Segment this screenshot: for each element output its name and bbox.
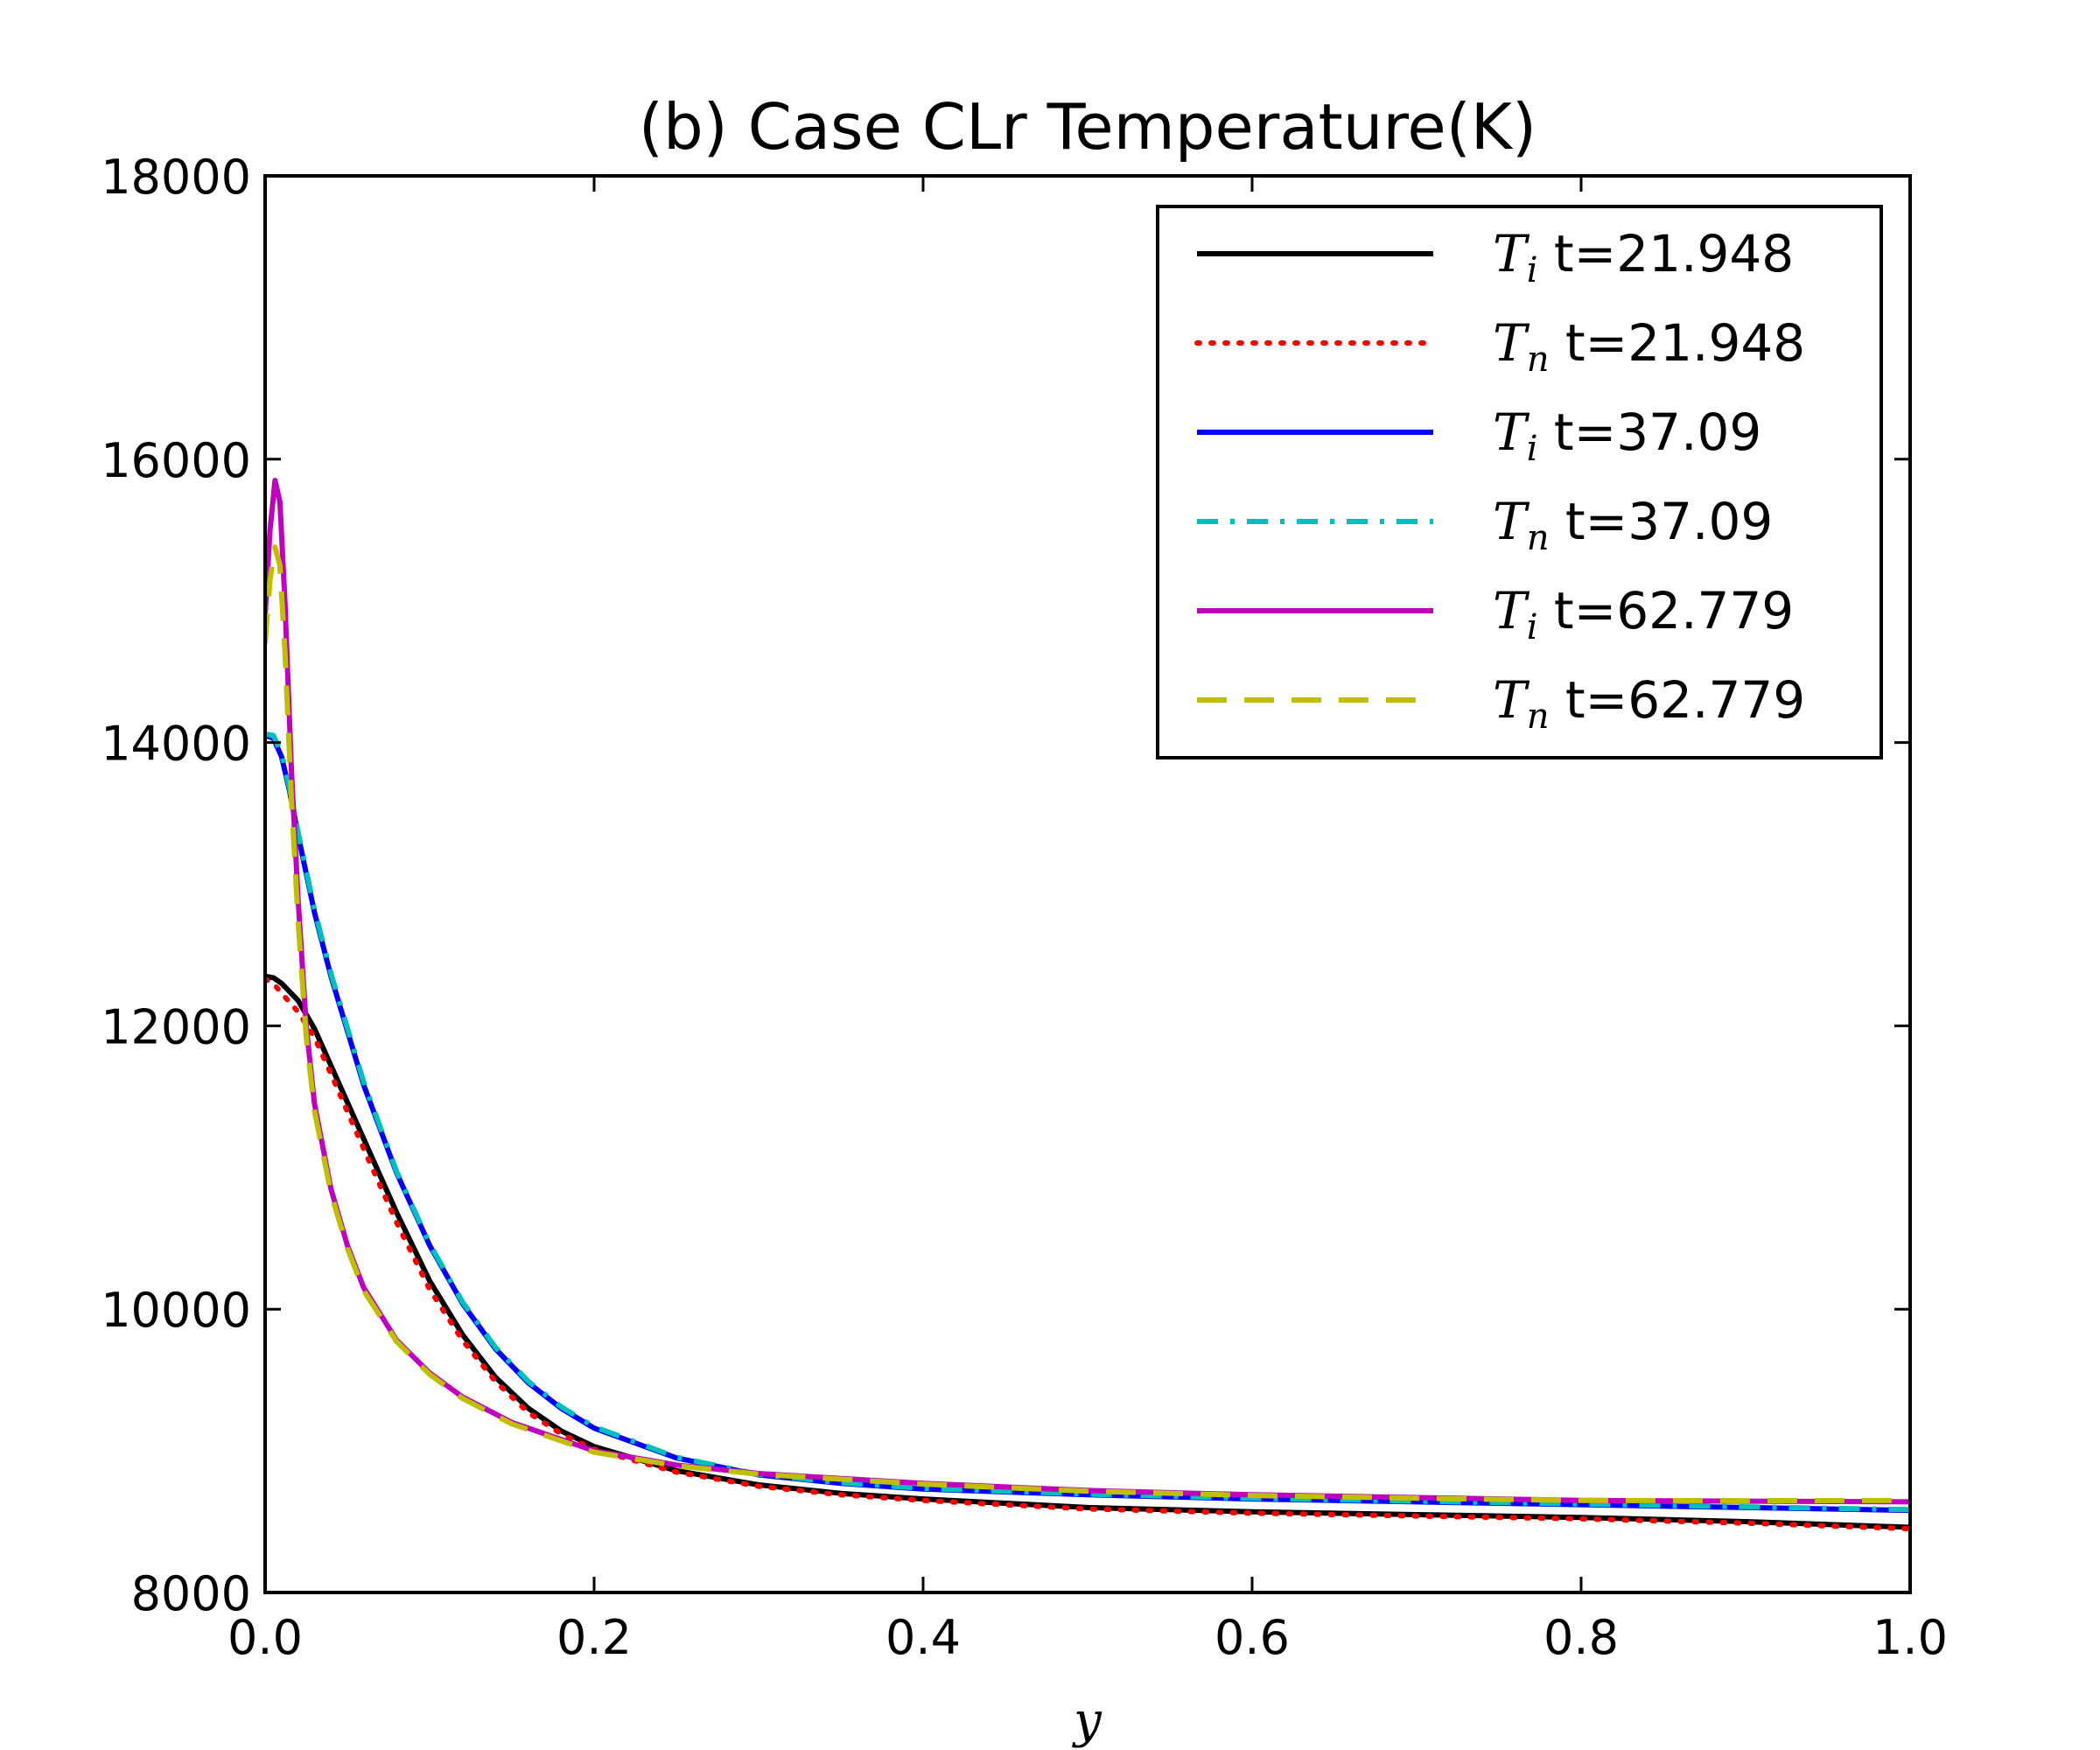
plot-area xyxy=(265,478,1910,1532)
y-tick-label: 8000 xyxy=(131,1566,251,1621)
y-tick-label: 18000 xyxy=(101,150,251,205)
y-tick-label: 12000 xyxy=(101,999,251,1054)
legend: Ti t=21.948 Tn t=21.948 Ti t=37.09 Tn t=37.… xyxy=(1156,205,1883,760)
x-axis-ticks: 0.0 0.2 0.4 0.6 0.8 1.0 xyxy=(228,176,1948,1665)
x-tick-label: 0.8 xyxy=(1544,1610,1619,1665)
x-tick-label: 0.2 xyxy=(556,1610,632,1665)
y-tick-label: 16000 xyxy=(101,433,251,488)
legend-label-3: Ti t=37.09 xyxy=(1493,402,1761,469)
x-tick-label: 0.4 xyxy=(886,1610,961,1665)
series-line-6 xyxy=(265,544,1910,1504)
series-line-4 xyxy=(265,731,1910,1513)
x-axis-label: y xyxy=(1071,1692,1102,1749)
legend-label-6: Tn t=62.779 xyxy=(1493,670,1805,737)
plot-frame xyxy=(263,174,1912,1594)
legend-label-5: Ti t=62.779 xyxy=(1493,581,1794,648)
legend-label-4: Tn t=37.09 xyxy=(1493,492,1773,558)
series-line-2 xyxy=(265,976,1910,1532)
series-line-1 xyxy=(265,973,1910,1530)
series-lines xyxy=(265,478,1910,1532)
x-tick-label: 0.0 xyxy=(228,1610,303,1665)
y-tick-label: 14000 xyxy=(101,717,251,772)
y-tick-label: 10000 xyxy=(101,1283,251,1338)
y-axis-ticks: 8000 10000 12000 14000 16000 18000 xyxy=(101,150,1910,1621)
x-tick-label: 0.6 xyxy=(1214,1610,1290,1665)
legend-frame xyxy=(1156,205,1883,760)
legend-label-2: Tn t=21.948 xyxy=(1493,313,1805,380)
legend-label-1: Ti t=21.948 xyxy=(1493,224,1794,290)
x-tick-label: 1.0 xyxy=(1872,1610,1948,1665)
chart-title: (b) Case CLr Temperature(K) xyxy=(639,90,1536,164)
